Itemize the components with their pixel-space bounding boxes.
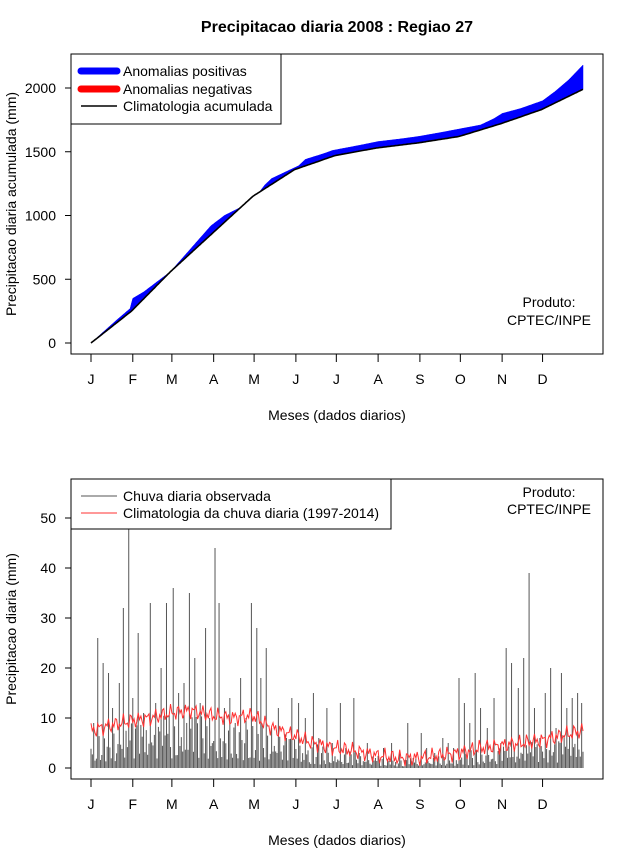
daily-product-label: Produto:: [523, 484, 576, 500]
y-tick-label: 50: [40, 510, 56, 526]
daily-x-label: Meses (dados diarios): [268, 832, 406, 848]
daily-product-source: CPTEC/INPE: [507, 501, 591, 517]
y-tick-label: 1500: [25, 144, 56, 160]
legend-box: [70, 478, 392, 530]
cumulative-y-axis: 0 500 1000 1500 2000: [25, 80, 71, 351]
x-tick-label: M: [166, 796, 178, 812]
y-tick-label: 10: [40, 710, 56, 726]
y-tick-label: 500: [33, 271, 57, 287]
y-tick-label: 0: [48, 760, 56, 776]
cumulative-panel: 0 500 1000 1500 2000 J F M A M J J A S O N D Meses (dad…: [3, 53, 604, 423]
x-tick-label: J: [88, 796, 95, 812]
x-tick-label: S: [415, 371, 424, 387]
daily-y-axis: 0 10 20 30 40 50: [40, 510, 71, 776]
y-tick-label: 20: [40, 660, 56, 676]
y-tick-label: 0: [48, 335, 56, 351]
climatology-daily-line: [90, 704, 584, 767]
x-tick-label: O: [455, 371, 466, 387]
x-tick-label: J: [333, 796, 340, 812]
x-tick-label: D: [537, 371, 547, 387]
y-tick-label: 1000: [25, 208, 56, 224]
legend-entry-observed: Chuva diaria observada: [123, 488, 271, 504]
daily-legend: Chuva diaria observada Climatologia da c…: [70, 478, 392, 530]
y-tick-label: 40: [40, 560, 56, 576]
y-tick-label: 2000: [25, 80, 56, 96]
cumulative-x-label: Meses (dados diarios): [268, 407, 406, 423]
cumulative-legend: Anomalias positivas Anomalias negativas …: [70, 53, 282, 125]
x-tick-label: N: [497, 371, 507, 387]
x-tick-label: O: [455, 796, 466, 812]
x-tick-label: S: [415, 796, 424, 812]
x-tick-label: F: [129, 796, 138, 812]
x-tick-label: J: [333, 371, 340, 387]
chart-title: Precipitacao diaria 2008 : Regiao 27: [201, 19, 473, 36]
y-tick-label: 30: [40, 610, 56, 626]
product-source: CPTEC/INPE: [507, 312, 591, 328]
x-tick-label: A: [209, 371, 219, 387]
cumulative-y-label: Precipitacao diaria acumulada (mm): [3, 92, 19, 316]
daily-panel: 0 10 20 30 40 50 J F M A M J J A S O N D Meses (dados di…: [3, 478, 604, 848]
x-tick-label: M: [166, 371, 178, 387]
observed-rain-bars: [90, 523, 584, 768]
x-tick-label: A: [373, 371, 383, 387]
x-tick-label: F: [129, 371, 138, 387]
climatology-cumulative-line: [90, 88, 584, 344]
legend-entry-positive: Anomalias positivas: [123, 63, 247, 79]
x-tick-label: M: [248, 371, 260, 387]
x-tick-label: J: [88, 371, 95, 387]
legend-entry-climatology: Climatologia acumulada: [123, 98, 273, 114]
x-tick-label: D: [537, 796, 547, 812]
legend-entry-climatology-daily: Climatologia da chuva diaria (1997-2014): [123, 505, 379, 521]
x-tick-label: J: [292, 796, 299, 812]
legend-entry-negative: Anomalias negativas: [123, 81, 252, 97]
x-tick-label: J: [292, 371, 299, 387]
x-tick-label: N: [497, 796, 507, 812]
x-tick-label: A: [209, 796, 219, 812]
cumulative-plot-frame: [70, 53, 604, 355]
product-label: Produto:: [523, 294, 576, 310]
x-tick-label: A: [373, 796, 383, 812]
daily-y-label: Precipitacao diaria (mm): [3, 553, 19, 705]
x-tick-label: M: [248, 796, 260, 812]
